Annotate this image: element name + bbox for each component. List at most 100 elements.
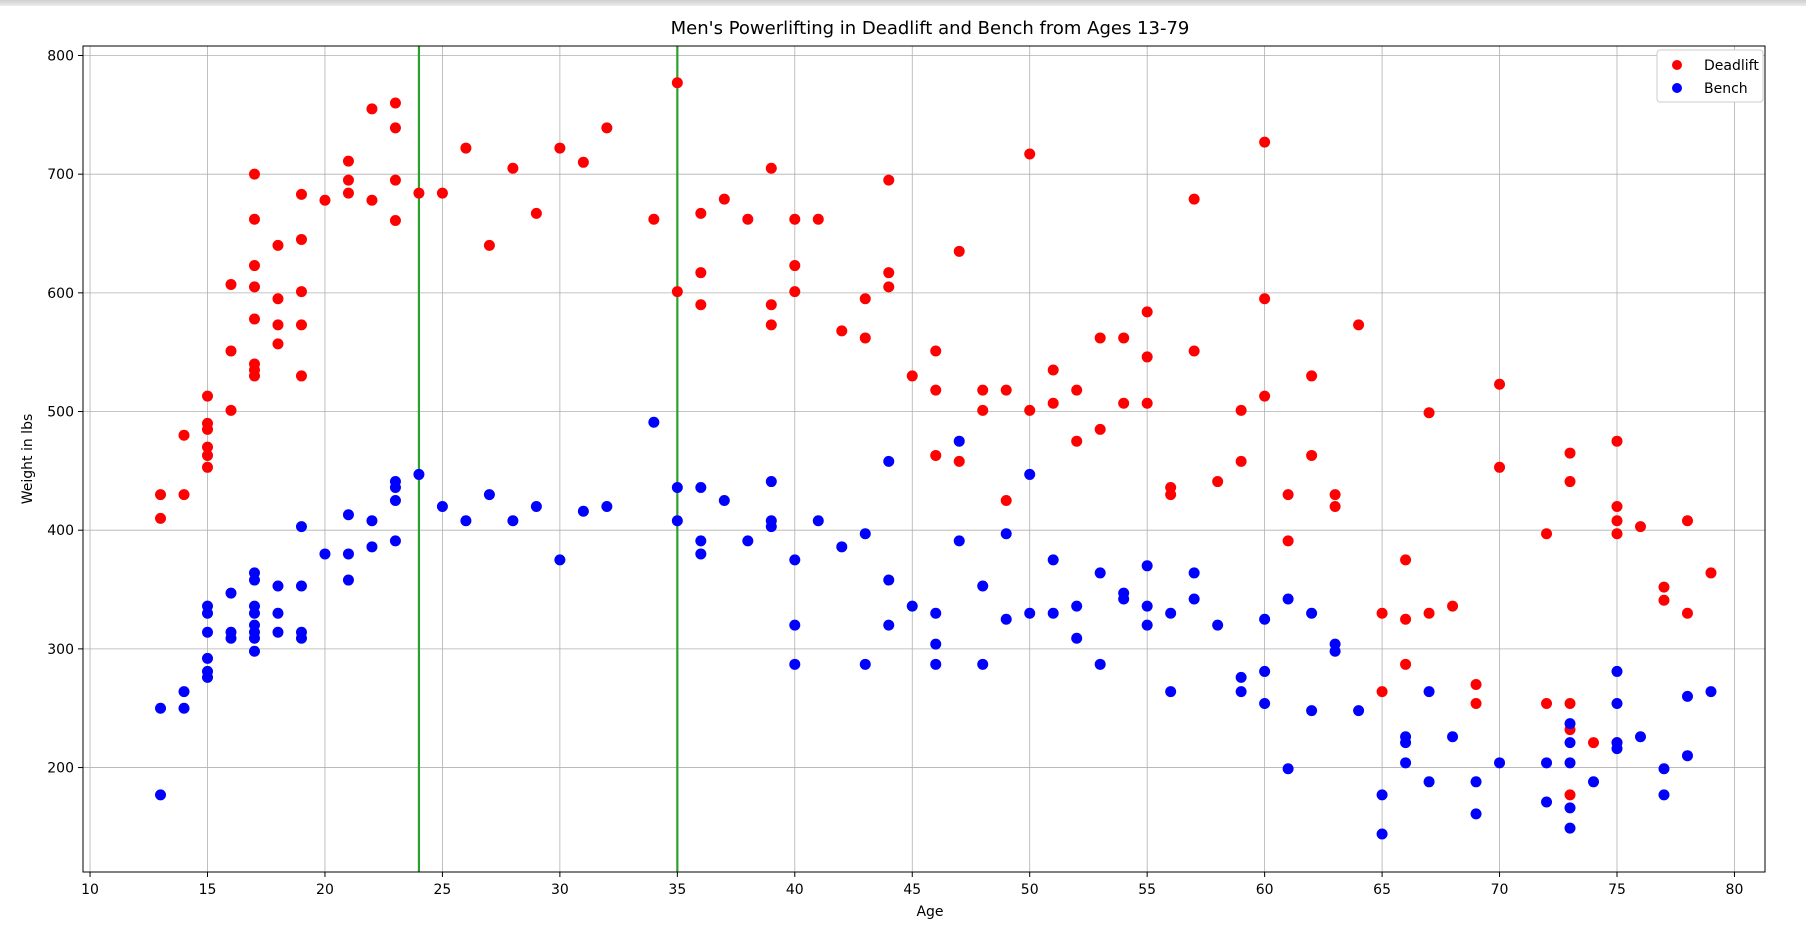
x-tick-label: 65: [1373, 882, 1391, 898]
deadlift-point: [1400, 554, 1412, 566]
bench-point: [577, 505, 589, 517]
deadlift-point: [1658, 581, 1670, 593]
grid-lines: [83, 46, 1765, 872]
bench-point: [1306, 705, 1318, 717]
deadlift-point: [1212, 476, 1224, 488]
x-tick-label: 30: [551, 882, 569, 898]
deadlift-point: [1071, 435, 1083, 447]
deadlift-point: [671, 77, 683, 89]
deadlift-point: [718, 193, 730, 205]
bench-point: [202, 607, 214, 619]
bench-point: [930, 638, 942, 650]
bench-point: [789, 554, 801, 566]
bench-point: [1423, 686, 1435, 698]
deadlift-point: [1588, 737, 1600, 749]
deadlift-point: [1470, 678, 1482, 690]
deadlift-point: [272, 293, 284, 305]
bench-point: [977, 658, 989, 670]
deadlift-point: [272, 338, 284, 350]
bench-point: [695, 548, 707, 560]
bench-point: [1259, 697, 1271, 709]
deadlift-point: [812, 213, 824, 225]
deadlift-point: [977, 384, 989, 396]
deadlift-point: [1658, 594, 1670, 606]
bench-point: [648, 416, 660, 428]
x-tick-label: 35: [668, 882, 686, 898]
deadlift-point: [272, 319, 284, 331]
bench-point: [1634, 731, 1646, 743]
deadlift-point: [883, 174, 895, 186]
y-axis-label: Weight in lbs: [20, 414, 36, 505]
deadlift-point: [742, 213, 754, 225]
bench-point: [342, 574, 354, 586]
deadlift-point: [319, 194, 331, 206]
deadlift-point: [695, 299, 707, 311]
bench-point: [1094, 567, 1106, 579]
deadlift-point: [1564, 476, 1576, 488]
deadlift-point: [225, 279, 237, 291]
deadlift-point: [1306, 370, 1318, 382]
bench-point: [1376, 828, 1388, 840]
bench-point: [1541, 796, 1553, 808]
deadlift-point: [789, 260, 801, 272]
bench-point: [1658, 763, 1670, 775]
bench-point: [155, 702, 167, 714]
deadlift-point: [225, 404, 237, 416]
vertical-reference-lines: [417, 46, 679, 872]
bench-point: [272, 580, 284, 592]
deadlift-point: [1141, 306, 1153, 318]
bench-point: [906, 600, 918, 612]
bench-point: [1423, 776, 1435, 788]
bench-point: [225, 587, 237, 599]
bench-point: [1564, 718, 1576, 730]
bench-point: [295, 521, 307, 533]
bench-point: [1282, 763, 1294, 775]
bench-point: [812, 515, 824, 527]
deadlift-point: [155, 489, 167, 501]
y-tick-label: 600: [47, 286, 74, 302]
bench-point: [1447, 731, 1459, 743]
bench-point: [1141, 619, 1153, 631]
bench-point: [1470, 776, 1482, 788]
deadlift-point: [366, 194, 378, 206]
y-tick-label: 400: [47, 523, 74, 539]
deadlift-point: [1494, 378, 1506, 390]
bench-point: [1564, 802, 1576, 814]
deadlift-point: [1611, 515, 1623, 527]
deadlift-point: [765, 319, 777, 331]
deadlift-point: [1541, 697, 1553, 709]
bench-point: [1259, 665, 1271, 677]
bench-point: [1564, 737, 1576, 749]
deadlift-point: [953, 455, 965, 467]
deadlift-point: [248, 370, 260, 382]
bench-point: [601, 500, 613, 512]
bench-point: [1141, 560, 1153, 572]
deadlift-point: [1282, 535, 1294, 547]
deadlift-point: [1259, 136, 1271, 148]
deadlift-point: [202, 441, 214, 453]
deadlift-point: [1564, 789, 1576, 801]
deadlift-point: [530, 207, 542, 219]
deadlift-point: [1423, 407, 1435, 419]
deadlift-point: [1118, 397, 1130, 409]
y-tick-label: 700: [47, 167, 74, 183]
bench-point: [836, 541, 848, 553]
bench-point: [366, 541, 378, 553]
bench-point: [953, 435, 965, 447]
deadlift-point: [1188, 193, 1200, 205]
deadlift-point: [436, 187, 448, 199]
deadlift-point: [460, 142, 472, 154]
bench-point: [1329, 645, 1341, 657]
legend-label-deadlift: Deadlift: [1704, 58, 1759, 74]
deadlift-point: [1470, 697, 1482, 709]
bench-point: [1024, 607, 1036, 619]
deadlift-point: [1634, 521, 1646, 533]
bench-point: [389, 495, 401, 507]
deadlift-point: [906, 370, 918, 382]
deadlift-point: [883, 281, 895, 293]
x-tick-label: 15: [199, 882, 217, 898]
bench-point: [1071, 600, 1083, 612]
deadlift-point: [930, 384, 942, 396]
deadlift-point: [1376, 686, 1388, 698]
x-tick-label: 40: [786, 882, 804, 898]
